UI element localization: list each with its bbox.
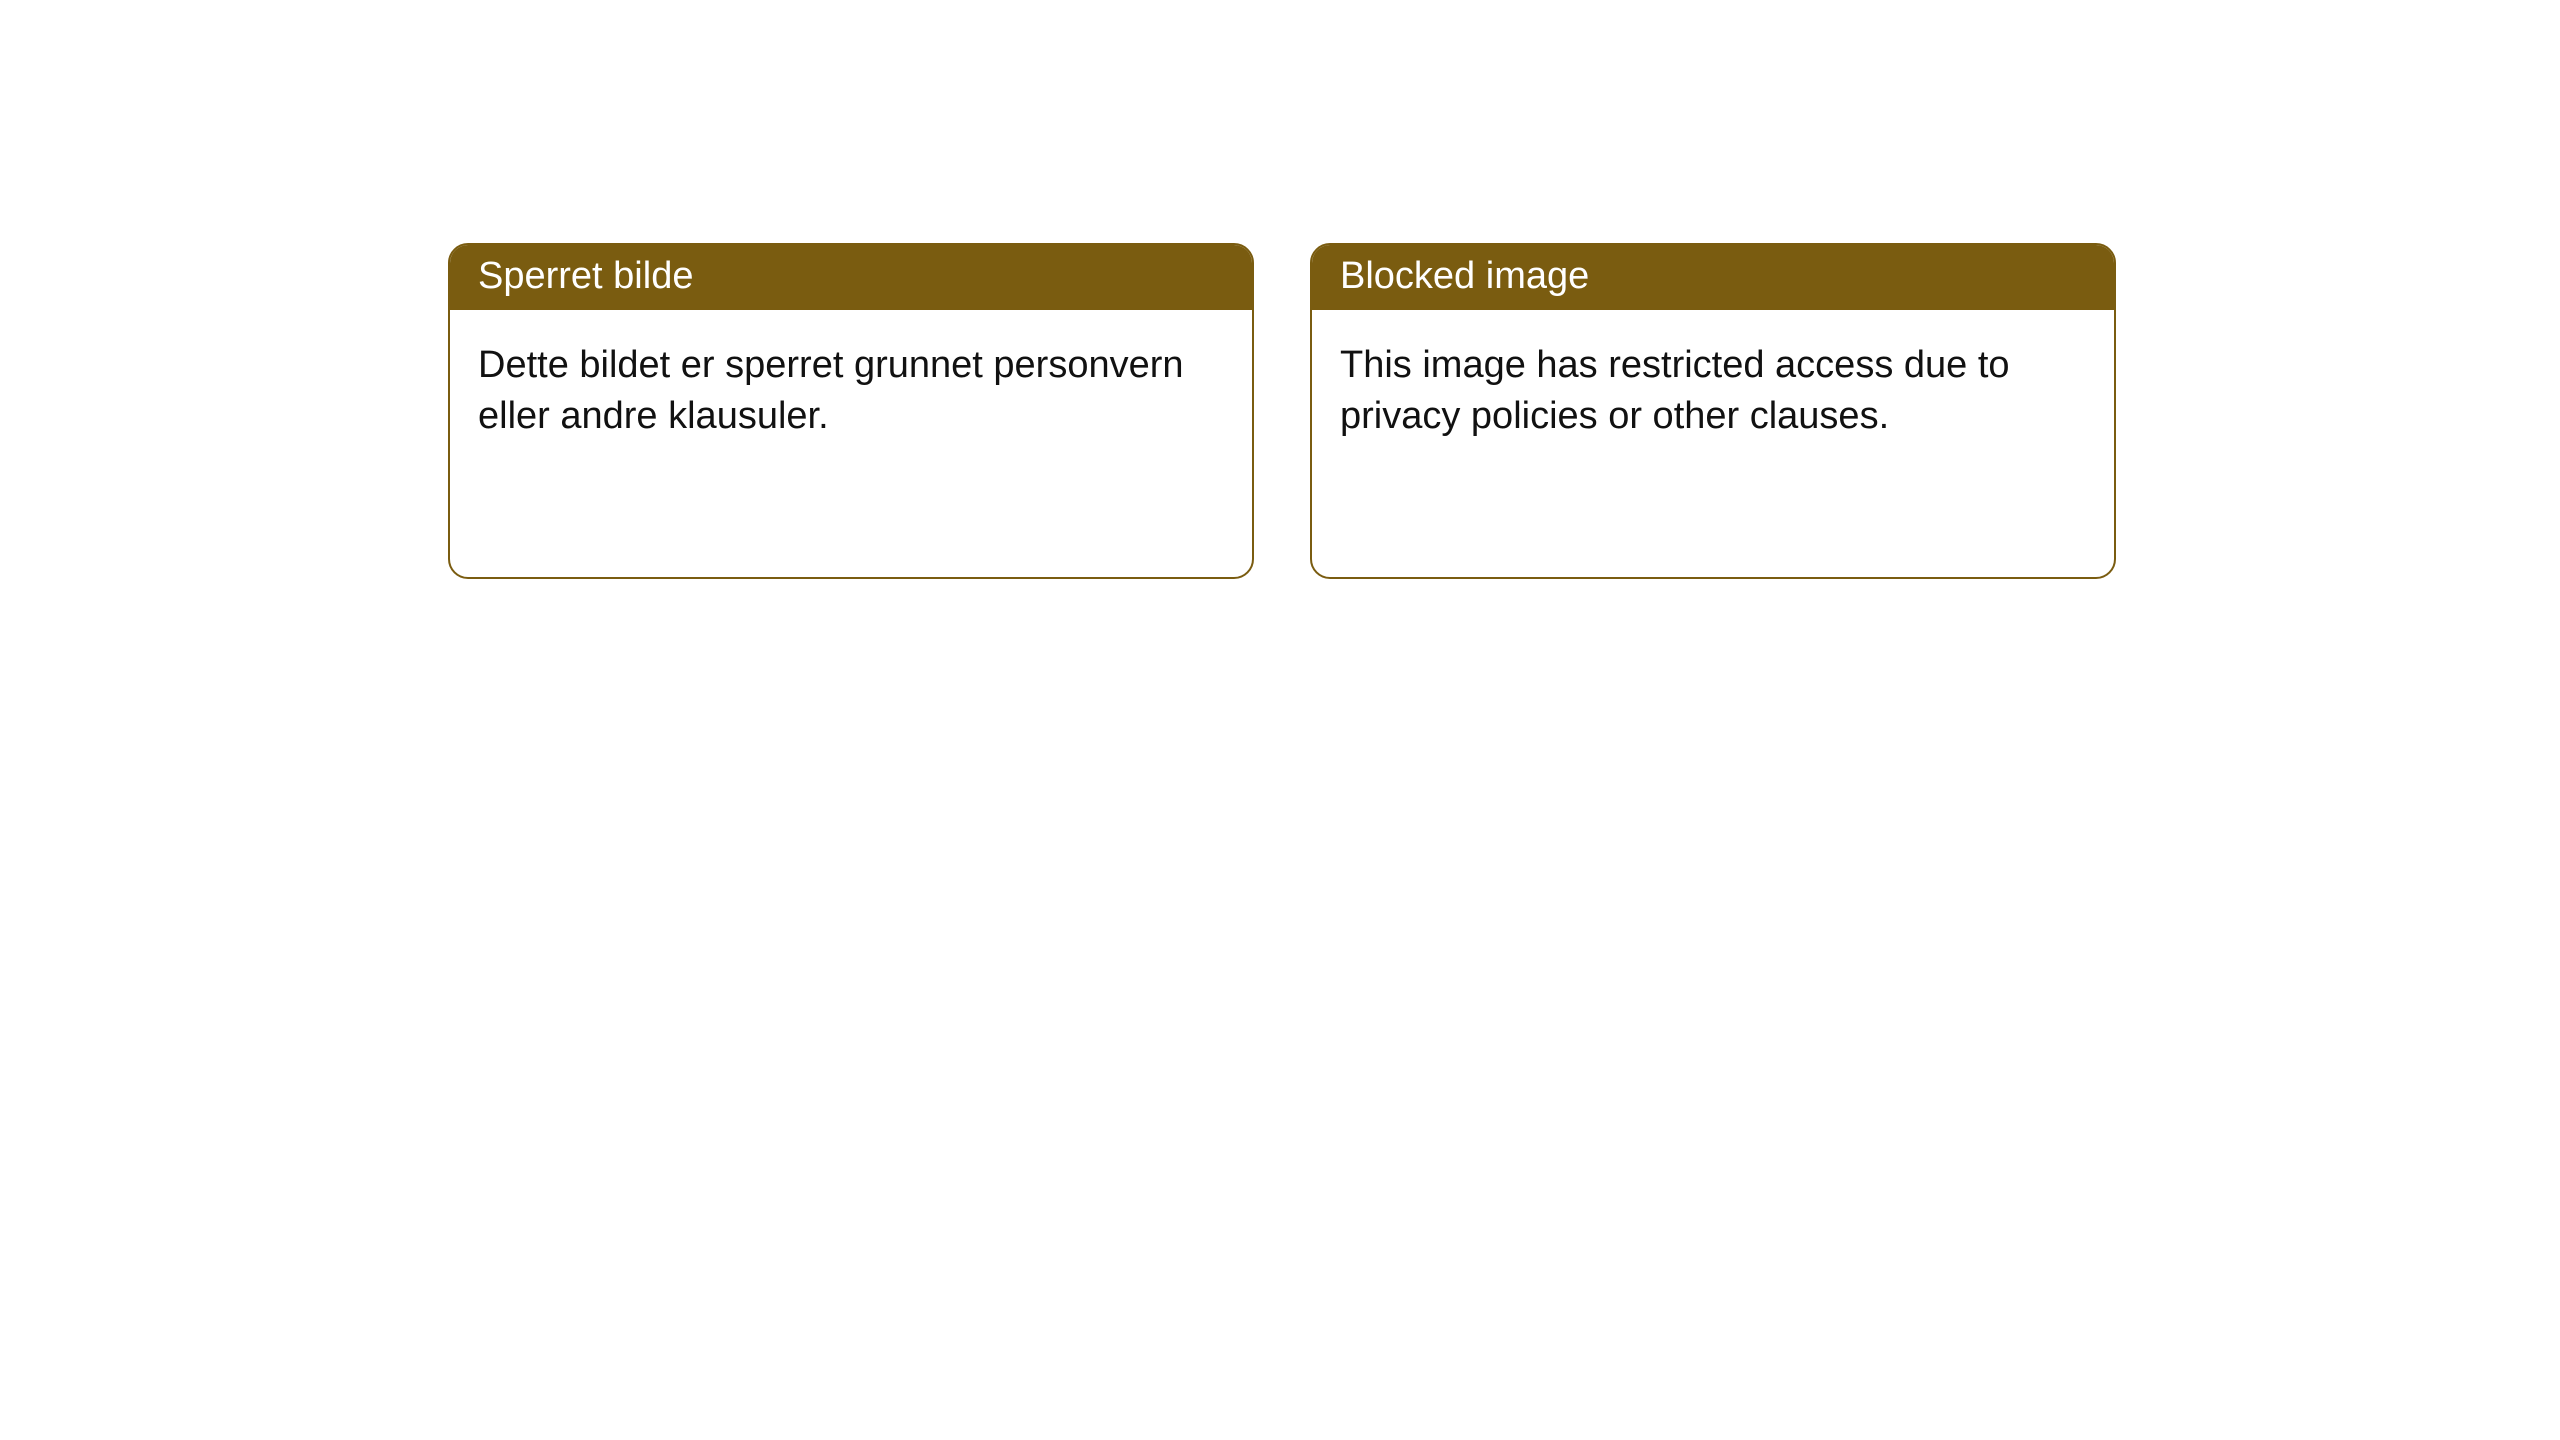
notice-title: Blocked image [1312, 245, 2114, 310]
notice-body: Dette bildet er sperret grunnet personve… [450, 310, 1252, 473]
notice-title: Sperret bilde [450, 245, 1252, 310]
notice-card-norwegian: Sperret bilde Dette bildet er sperret gr… [448, 243, 1254, 579]
notice-container: Sperret bilde Dette bildet er sperret gr… [448, 243, 2116, 579]
notice-body: This image has restricted access due to … [1312, 310, 2114, 473]
notice-card-english: Blocked image This image has restricted … [1310, 243, 2116, 579]
